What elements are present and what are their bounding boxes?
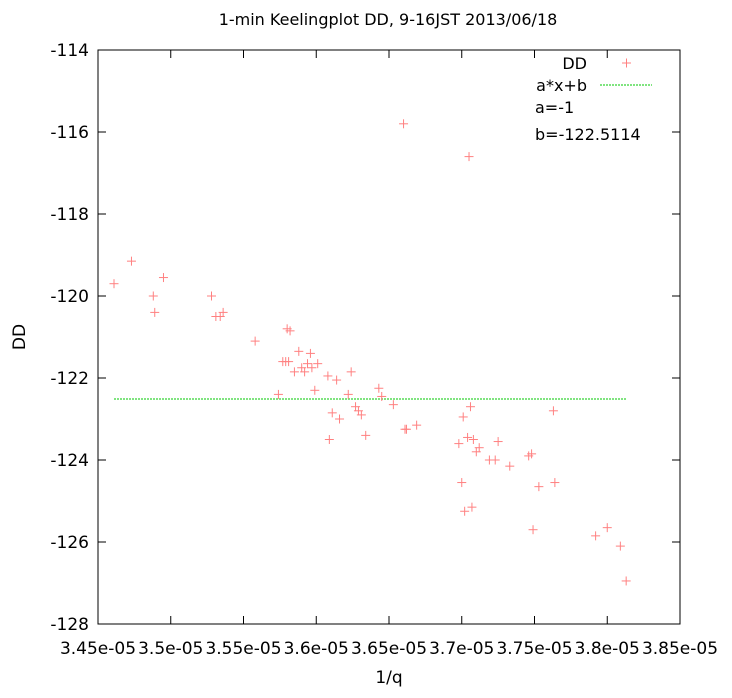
x-tick-label: 3.45e-05 (60, 639, 136, 659)
data-point (399, 119, 409, 129)
data-point (527, 449, 537, 459)
y-tick-label: -126 (50, 533, 89, 553)
data-point (474, 443, 484, 453)
data-point (148, 291, 158, 301)
data-point (505, 461, 515, 471)
data-point (126, 256, 136, 266)
data-point (307, 363, 317, 373)
data-point (374, 383, 384, 393)
data-point (615, 541, 625, 551)
data-point (273, 389, 283, 399)
data-point (109, 279, 119, 289)
annotation-intercept: b=-122.5114 (535, 125, 641, 144)
data-point (465, 402, 475, 412)
data-point (460, 506, 470, 516)
data-point (324, 435, 334, 444)
legend-label-dd: DD (562, 54, 587, 73)
legend-marker-dd (622, 58, 631, 68)
data-point (528, 525, 538, 535)
data-point (464, 152, 474, 162)
data-point (468, 435, 478, 444)
data-point (150, 307, 160, 317)
data-point (457, 478, 467, 488)
y-axis-ticks: -114 -116 -118 -120 -122 -124 -126 -128 (50, 41, 680, 635)
data-point (591, 531, 601, 541)
data-point (550, 478, 560, 488)
legend-label-fit-line: a*x+b (536, 76, 587, 95)
data-point (602, 523, 612, 533)
data-point (332, 375, 342, 385)
data-point (218, 307, 228, 317)
y-axis-label: DD (10, 324, 30, 350)
y-tick-label: -120 (50, 287, 89, 307)
y-tick-label: -114 (50, 41, 89, 61)
chart-title: 1-min Keelingplot DD, 9-16JST 2013/06/18 (219, 10, 558, 29)
data-point (289, 367, 299, 377)
data-series (109, 119, 631, 586)
y-tick-label: -124 (50, 451, 89, 471)
data-point (285, 326, 295, 336)
annotation-slope: a=-1 (535, 98, 574, 117)
data-point (463, 432, 473, 442)
data-point (534, 482, 544, 492)
x-tick-label: 3.65e-05 (351, 639, 427, 659)
data-point (313, 359, 323, 369)
x-tick-label: 3.85e-05 (642, 639, 718, 659)
y-tick-label: -118 (50, 205, 89, 225)
data-point (490, 455, 500, 465)
data-point (335, 414, 345, 424)
chart-legend: DD a*x+b a=-1 b=-122.5114 (535, 54, 652, 144)
data-point (323, 371, 333, 381)
data-point (250, 336, 260, 346)
data-point (548, 406, 558, 416)
data-point (467, 502, 477, 512)
x-tick-label: 3.6e-05 (284, 639, 349, 659)
data-point (493, 437, 503, 447)
data-point (412, 420, 422, 430)
y-tick-label: -128 (50, 615, 89, 635)
x-tick-label: 3.5e-05 (138, 639, 203, 659)
data-point (300, 367, 310, 377)
data-point (206, 291, 216, 301)
data-point (361, 430, 371, 440)
data-point (343, 389, 353, 399)
data-point (305, 348, 315, 358)
data-point (284, 357, 294, 367)
y-tick-label: -122 (50, 369, 89, 389)
data-point (621, 576, 631, 586)
data-point (377, 391, 387, 401)
data-point (401, 424, 411, 434)
x-tick-label: 3.8e-05 (575, 639, 640, 659)
x-tick-label: 3.75e-05 (496, 639, 572, 659)
data-point (310, 385, 320, 395)
data-point (158, 273, 168, 283)
x-tick-label: 3.55e-05 (205, 639, 281, 659)
x-axis-ticks: 3.45e-05 3.5e-05 3.55e-05 3.6e-05 3.65e-05 3.… (60, 50, 718, 659)
data-point (458, 412, 468, 422)
data-point (388, 400, 398, 410)
y-tick-label: -116 (50, 123, 89, 143)
data-point (327, 408, 337, 418)
data-point (346, 367, 356, 377)
x-tick-label: 3.7e-05 (429, 639, 494, 659)
data-point (303, 359, 313, 369)
data-point (454, 439, 464, 449)
data-point (294, 346, 304, 356)
x-axis-label: 1/q (375, 668, 402, 688)
data-point (356, 410, 366, 420)
